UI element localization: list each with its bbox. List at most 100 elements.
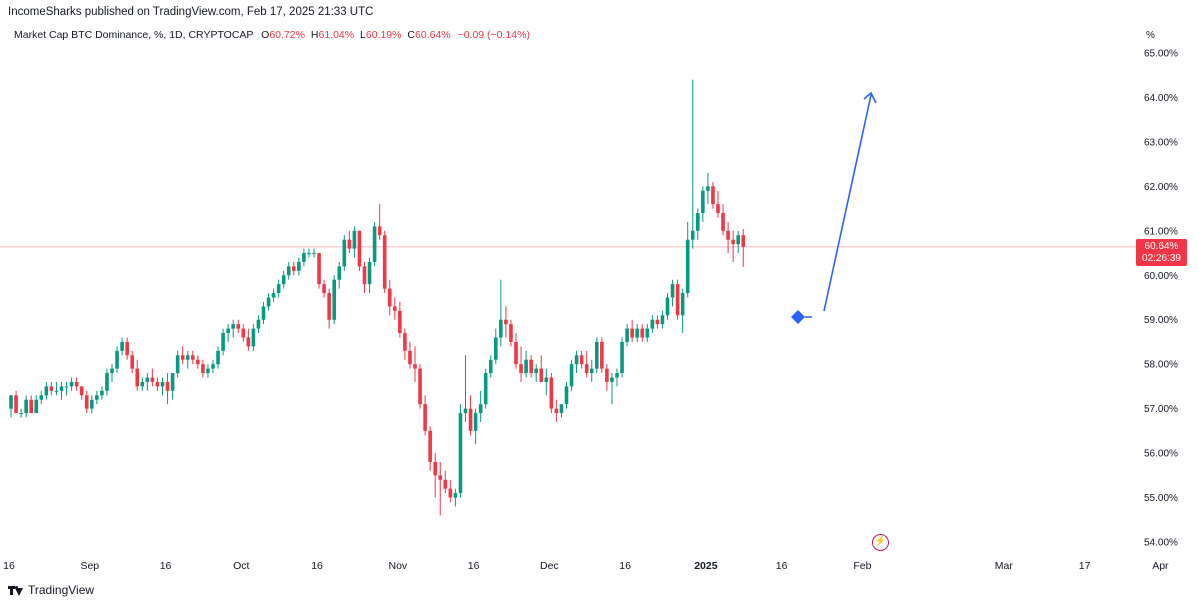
candle-body xyxy=(670,284,675,298)
candle-body xyxy=(44,386,49,396)
candle-body xyxy=(110,368,114,374)
candle-body xyxy=(499,319,503,338)
published-caption: IncomeSharks published on TradingView.co… xyxy=(8,6,374,18)
candle-body xyxy=(135,368,140,387)
tradingview-logo-icon xyxy=(8,584,24,596)
change-value: −0.09 (−0.14%) xyxy=(457,29,530,41)
candle-body xyxy=(79,386,84,396)
candle-body xyxy=(201,364,205,374)
candle-body xyxy=(382,235,387,289)
candle-body xyxy=(610,377,614,382)
candle-body xyxy=(170,373,175,391)
candle-body xyxy=(711,186,715,205)
candle-body xyxy=(14,395,18,414)
candle-body xyxy=(504,319,508,325)
footer-brand[interactable]: TradingView xyxy=(8,583,94,597)
time-tick-label: 2025 xyxy=(694,560,718,572)
trend-arrow-line xyxy=(823,94,872,312)
candle-body xyxy=(463,408,468,414)
candle-body xyxy=(665,297,670,316)
candle-body xyxy=(529,359,533,374)
candle-body xyxy=(69,381,74,387)
candle-body xyxy=(251,328,256,347)
candle-body xyxy=(615,373,619,378)
candle-body xyxy=(655,319,660,325)
flash-icon[interactable]: ⚡ xyxy=(872,534,889,551)
candle-body xyxy=(514,341,518,365)
candle-body xyxy=(630,328,634,338)
price-tick-label: 64.00% xyxy=(1144,93,1178,104)
candle-body xyxy=(726,230,730,240)
time-tick-label: Apr xyxy=(1152,560,1169,572)
candle-body xyxy=(605,368,609,382)
candle-body xyxy=(660,315,665,325)
candle-body xyxy=(105,373,109,391)
time-tick-label: Sep xyxy=(80,560,99,572)
time-tick-label: 16 xyxy=(160,560,172,572)
candle-body xyxy=(312,253,316,255)
time-tick-label: 17 xyxy=(1079,560,1091,572)
candle-body xyxy=(569,364,574,387)
candle-body xyxy=(453,493,458,498)
candle-body xyxy=(266,297,271,307)
time-tick-label: Oct xyxy=(233,560,249,572)
candle-body xyxy=(579,355,584,365)
time-tick-label: Feb xyxy=(853,560,871,572)
candle-body xyxy=(150,377,155,382)
candle-body xyxy=(478,404,483,414)
candle-body xyxy=(398,310,402,334)
candle-body xyxy=(90,399,94,409)
candle-body xyxy=(589,368,594,374)
candle-body xyxy=(180,355,185,360)
candle-body xyxy=(393,306,397,311)
candle-body xyxy=(196,359,200,365)
time-tick-label: 16 xyxy=(3,560,15,572)
candle-body xyxy=(741,235,746,247)
candles xyxy=(9,79,746,516)
candle-body xyxy=(140,381,145,387)
price-tick-label: 62.00% xyxy=(1144,182,1178,193)
candle-body xyxy=(448,488,453,498)
candle-body xyxy=(29,399,33,414)
candle-body xyxy=(701,190,705,214)
candle-body xyxy=(357,230,362,267)
candle-body xyxy=(84,395,89,409)
candle-body xyxy=(64,386,69,388)
candle-body xyxy=(34,399,39,414)
candle-body xyxy=(211,364,215,369)
candle-body xyxy=(19,413,23,415)
candle-body xyxy=(418,368,422,405)
candle-body xyxy=(408,350,412,365)
candle-body xyxy=(539,368,544,382)
candle-body xyxy=(554,408,559,414)
candle-body xyxy=(337,266,342,280)
candle-body xyxy=(236,324,241,329)
candle-body xyxy=(584,364,589,374)
candle-body xyxy=(640,328,645,338)
candle-body xyxy=(256,319,261,329)
candle-body xyxy=(716,204,720,214)
drawings xyxy=(791,91,877,324)
candle-body xyxy=(221,333,225,351)
candle-body xyxy=(635,328,639,338)
time-tick-label: Nov xyxy=(389,560,408,572)
candle-body xyxy=(292,266,296,271)
candle-body xyxy=(731,239,735,245)
candle-body xyxy=(367,261,372,285)
candle-body xyxy=(706,186,710,191)
time-tick-label: Dec xyxy=(540,560,559,572)
close-label: C xyxy=(407,29,416,41)
candle-body xyxy=(428,430,432,462)
candle-body xyxy=(216,350,220,365)
high-value: 61.04% xyxy=(318,29,355,41)
low-label: L xyxy=(360,29,366,41)
symbol-title: Market Cap BTC Dominance, %, 1D, CRYPTOC… xyxy=(14,29,254,41)
candle-body xyxy=(458,413,463,494)
candle-body xyxy=(377,226,382,236)
candle-body xyxy=(413,364,417,369)
candle-body xyxy=(241,328,246,338)
candle-body xyxy=(595,341,599,369)
candle-body xyxy=(302,253,306,262)
candle-body xyxy=(488,359,493,374)
